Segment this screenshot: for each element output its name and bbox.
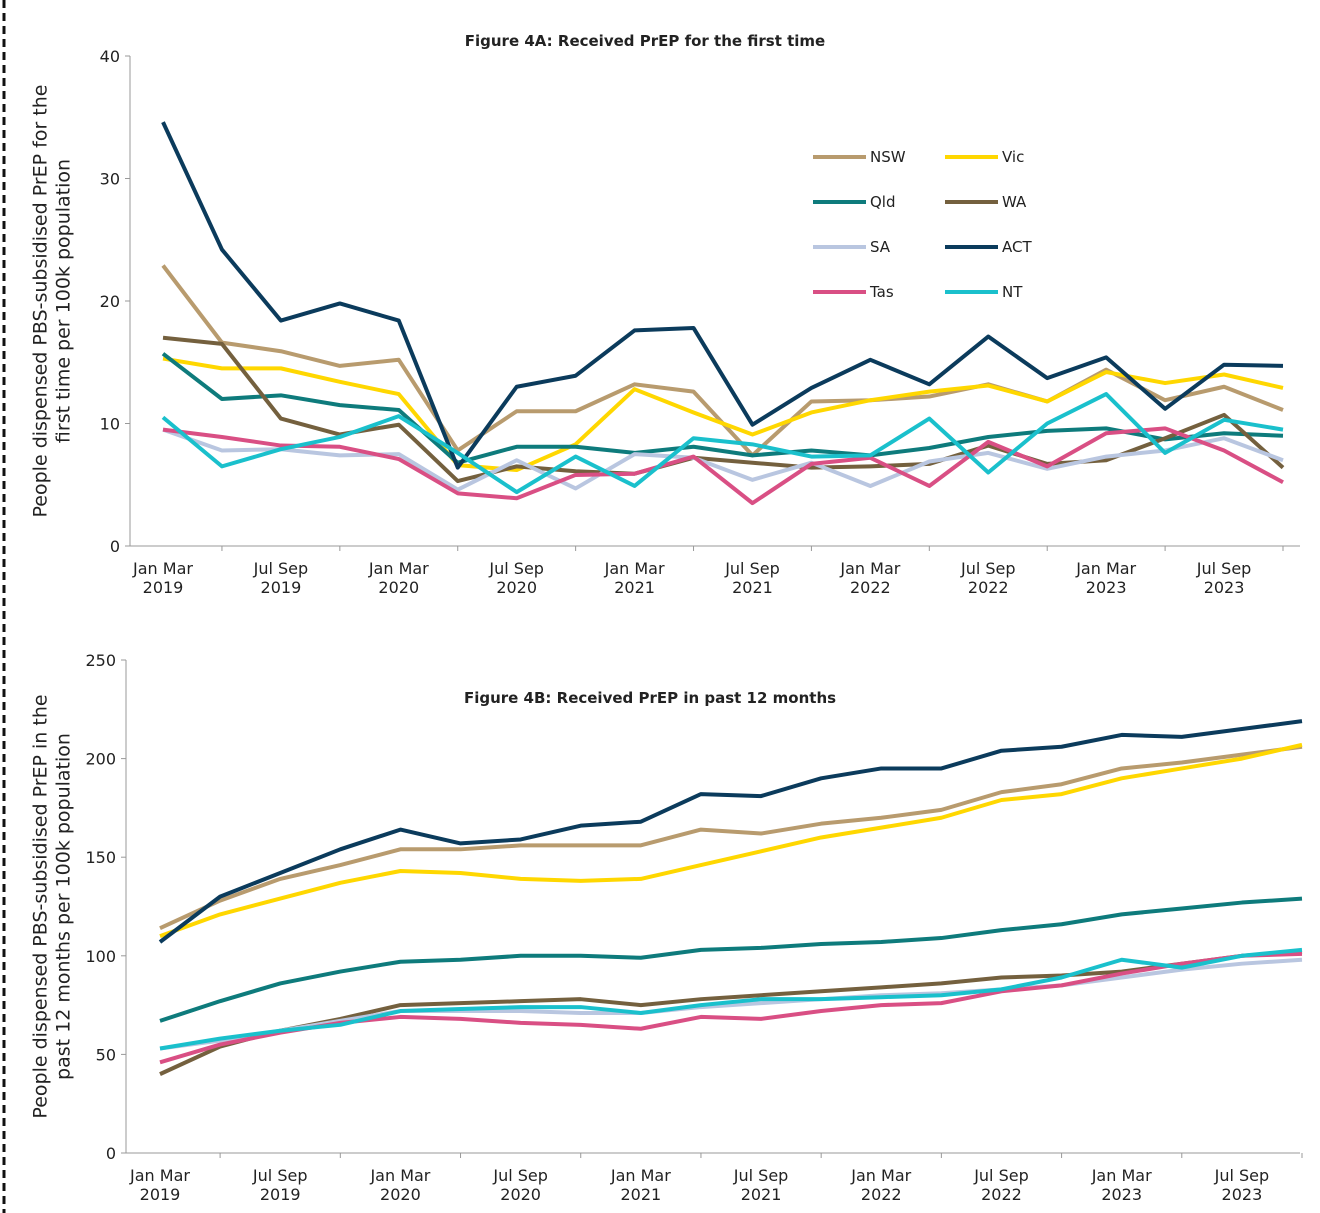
y-tick-label: 10 [100, 415, 120, 434]
series-line [161, 264, 1284, 458]
series-line [159, 742, 1303, 938]
x-tick-label: Jul Sep 2023 [1214, 1166, 1270, 1204]
x-tick-label: Jul Sep 2019 [253, 559, 309, 597]
chart-title: Figure 4B: Received PrEP in past 12 mont… [464, 689, 836, 707]
legend-label: NT [1002, 283, 1023, 301]
x-tick-label: Jul Sep 2021 [724, 559, 780, 597]
y-tick-label: 0 [106, 1144, 116, 1163]
series-line [159, 951, 1303, 1065]
legend-label: ACT [1002, 238, 1032, 256]
series-line [162, 335, 1285, 484]
series-line [161, 121, 1284, 470]
y-tick-label: 100 [85, 947, 116, 966]
legend-label: Vic [1002, 148, 1024, 166]
series-line [161, 392, 1284, 495]
series-line [162, 356, 1284, 473]
series-line [159, 744, 1303, 931]
y-tick-label: 250 [85, 651, 116, 670]
series-line [159, 957, 1303, 1051]
x-tick-label: Jan Mar 2020 [368, 559, 429, 597]
legend-label: Qld [870, 193, 896, 211]
legend-label: Tas [869, 283, 894, 301]
x-tick-label: Jan Mar 2021 [610, 1166, 671, 1204]
y-axis-title: People dispensed PBS-subsidised PrEP in … [29, 694, 74, 1118]
x-tick-label: Jul Sep 2022 [960, 559, 1016, 597]
x-tick-label: Jan Mar 2022 [850, 1166, 911, 1204]
x-tick-label: Jan Mar 2021 [604, 559, 665, 597]
chart-title: Figure 4A: Received PrEP for the first t… [465, 32, 825, 50]
x-tick-label: Jul Sep 2020 [492, 1166, 548, 1204]
y-tick-label: 0 [110, 537, 120, 556]
y-tick-label: 20 [100, 292, 120, 311]
series-line [159, 896, 1303, 1023]
y-tick-label: 50 [96, 1045, 116, 1064]
legend-label: SA [870, 238, 891, 256]
legend-label: NSW [870, 148, 906, 166]
x-tick-label: Jul Sep 2021 [733, 1166, 789, 1204]
series-line [159, 947, 1303, 1051]
y-tick-label: 30 [100, 170, 120, 189]
x-tick-label: Jan Mar 2022 [839, 559, 900, 597]
y-axis-title: People dispensed PBS-subsidised PrEP for… [29, 85, 74, 518]
y-tick-label: 40 [100, 47, 120, 66]
series-line [159, 949, 1303, 1076]
x-tick-label: Jan Mar 2019 [129, 1166, 190, 1204]
x-tick-label: Jul Sep 2019 [252, 1166, 308, 1204]
x-tick-label: Jul Sep 2023 [1196, 559, 1252, 597]
series-line [162, 426, 1284, 506]
x-tick-label: Jul Sep 2022 [973, 1166, 1029, 1204]
series-line [162, 427, 1284, 492]
x-tick-label: Jan Mar 2023 [1075, 559, 1136, 597]
x-tick-label: Jan Mar 2023 [1091, 1166, 1152, 1204]
x-tick-label: Jan Mar 2019 [132, 559, 193, 597]
legend-label: WA [1002, 193, 1027, 211]
series-line [161, 352, 1284, 465]
y-tick-label: 200 [85, 750, 116, 769]
x-tick-label: Jul Sep 2020 [488, 559, 544, 597]
x-tick-label: Jan Mar 2020 [369, 1166, 430, 1204]
y-tick-label: 150 [85, 848, 116, 867]
series-line [158, 719, 1303, 944]
